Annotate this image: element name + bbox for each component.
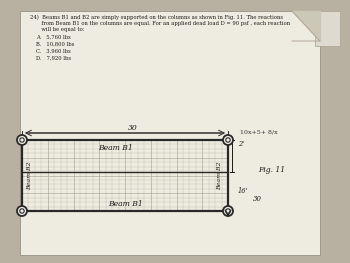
Bar — [315, 11, 340, 46]
Text: Beam B1: Beam B1 — [98, 144, 132, 152]
Text: from Beam B1 on the columns are equal. For an applied dead load D = 90 psf , eac: from Beam B1 on the columns are equal. F… — [30, 21, 290, 26]
Bar — [22, 140, 228, 211]
Circle shape — [17, 206, 27, 216]
Text: D.   7,920 lbs: D. 7,920 lbs — [36, 56, 71, 61]
Circle shape — [226, 209, 230, 213]
Bar — [20, 11, 320, 255]
Text: Fig. 11: Fig. 11 — [258, 166, 285, 174]
Text: Beam B2: Beam B2 — [217, 161, 223, 190]
Text: 24)  Beams B1 and B2 are simply supported on the columns as shown in Fig. 11. Th: 24) Beams B1 and B2 are simply supported… — [30, 15, 283, 20]
Circle shape — [223, 135, 233, 145]
Polygon shape — [292, 11, 320, 41]
Text: Beam B2: Beam B2 — [28, 161, 33, 190]
Circle shape — [226, 138, 230, 142]
Text: A.   5,760 lbs: A. 5,760 lbs — [36, 35, 71, 40]
Text: C.   3,960 lbs: C. 3,960 lbs — [36, 49, 71, 54]
Circle shape — [17, 135, 27, 145]
Text: will be equal to:: will be equal to: — [30, 27, 84, 32]
Text: 10x+5+ 8/x: 10x+5+ 8/x — [240, 130, 278, 135]
Circle shape — [20, 138, 24, 142]
Text: Beam B1: Beam B1 — [108, 200, 142, 208]
Text: 30: 30 — [253, 195, 262, 203]
Circle shape — [223, 206, 233, 216]
Text: 30: 30 — [128, 124, 138, 132]
Circle shape — [20, 209, 24, 213]
Text: 2': 2' — [238, 140, 244, 148]
Text: B.   10,800 lbs: B. 10,800 lbs — [36, 42, 74, 47]
Text: 16': 16' — [238, 188, 248, 195]
